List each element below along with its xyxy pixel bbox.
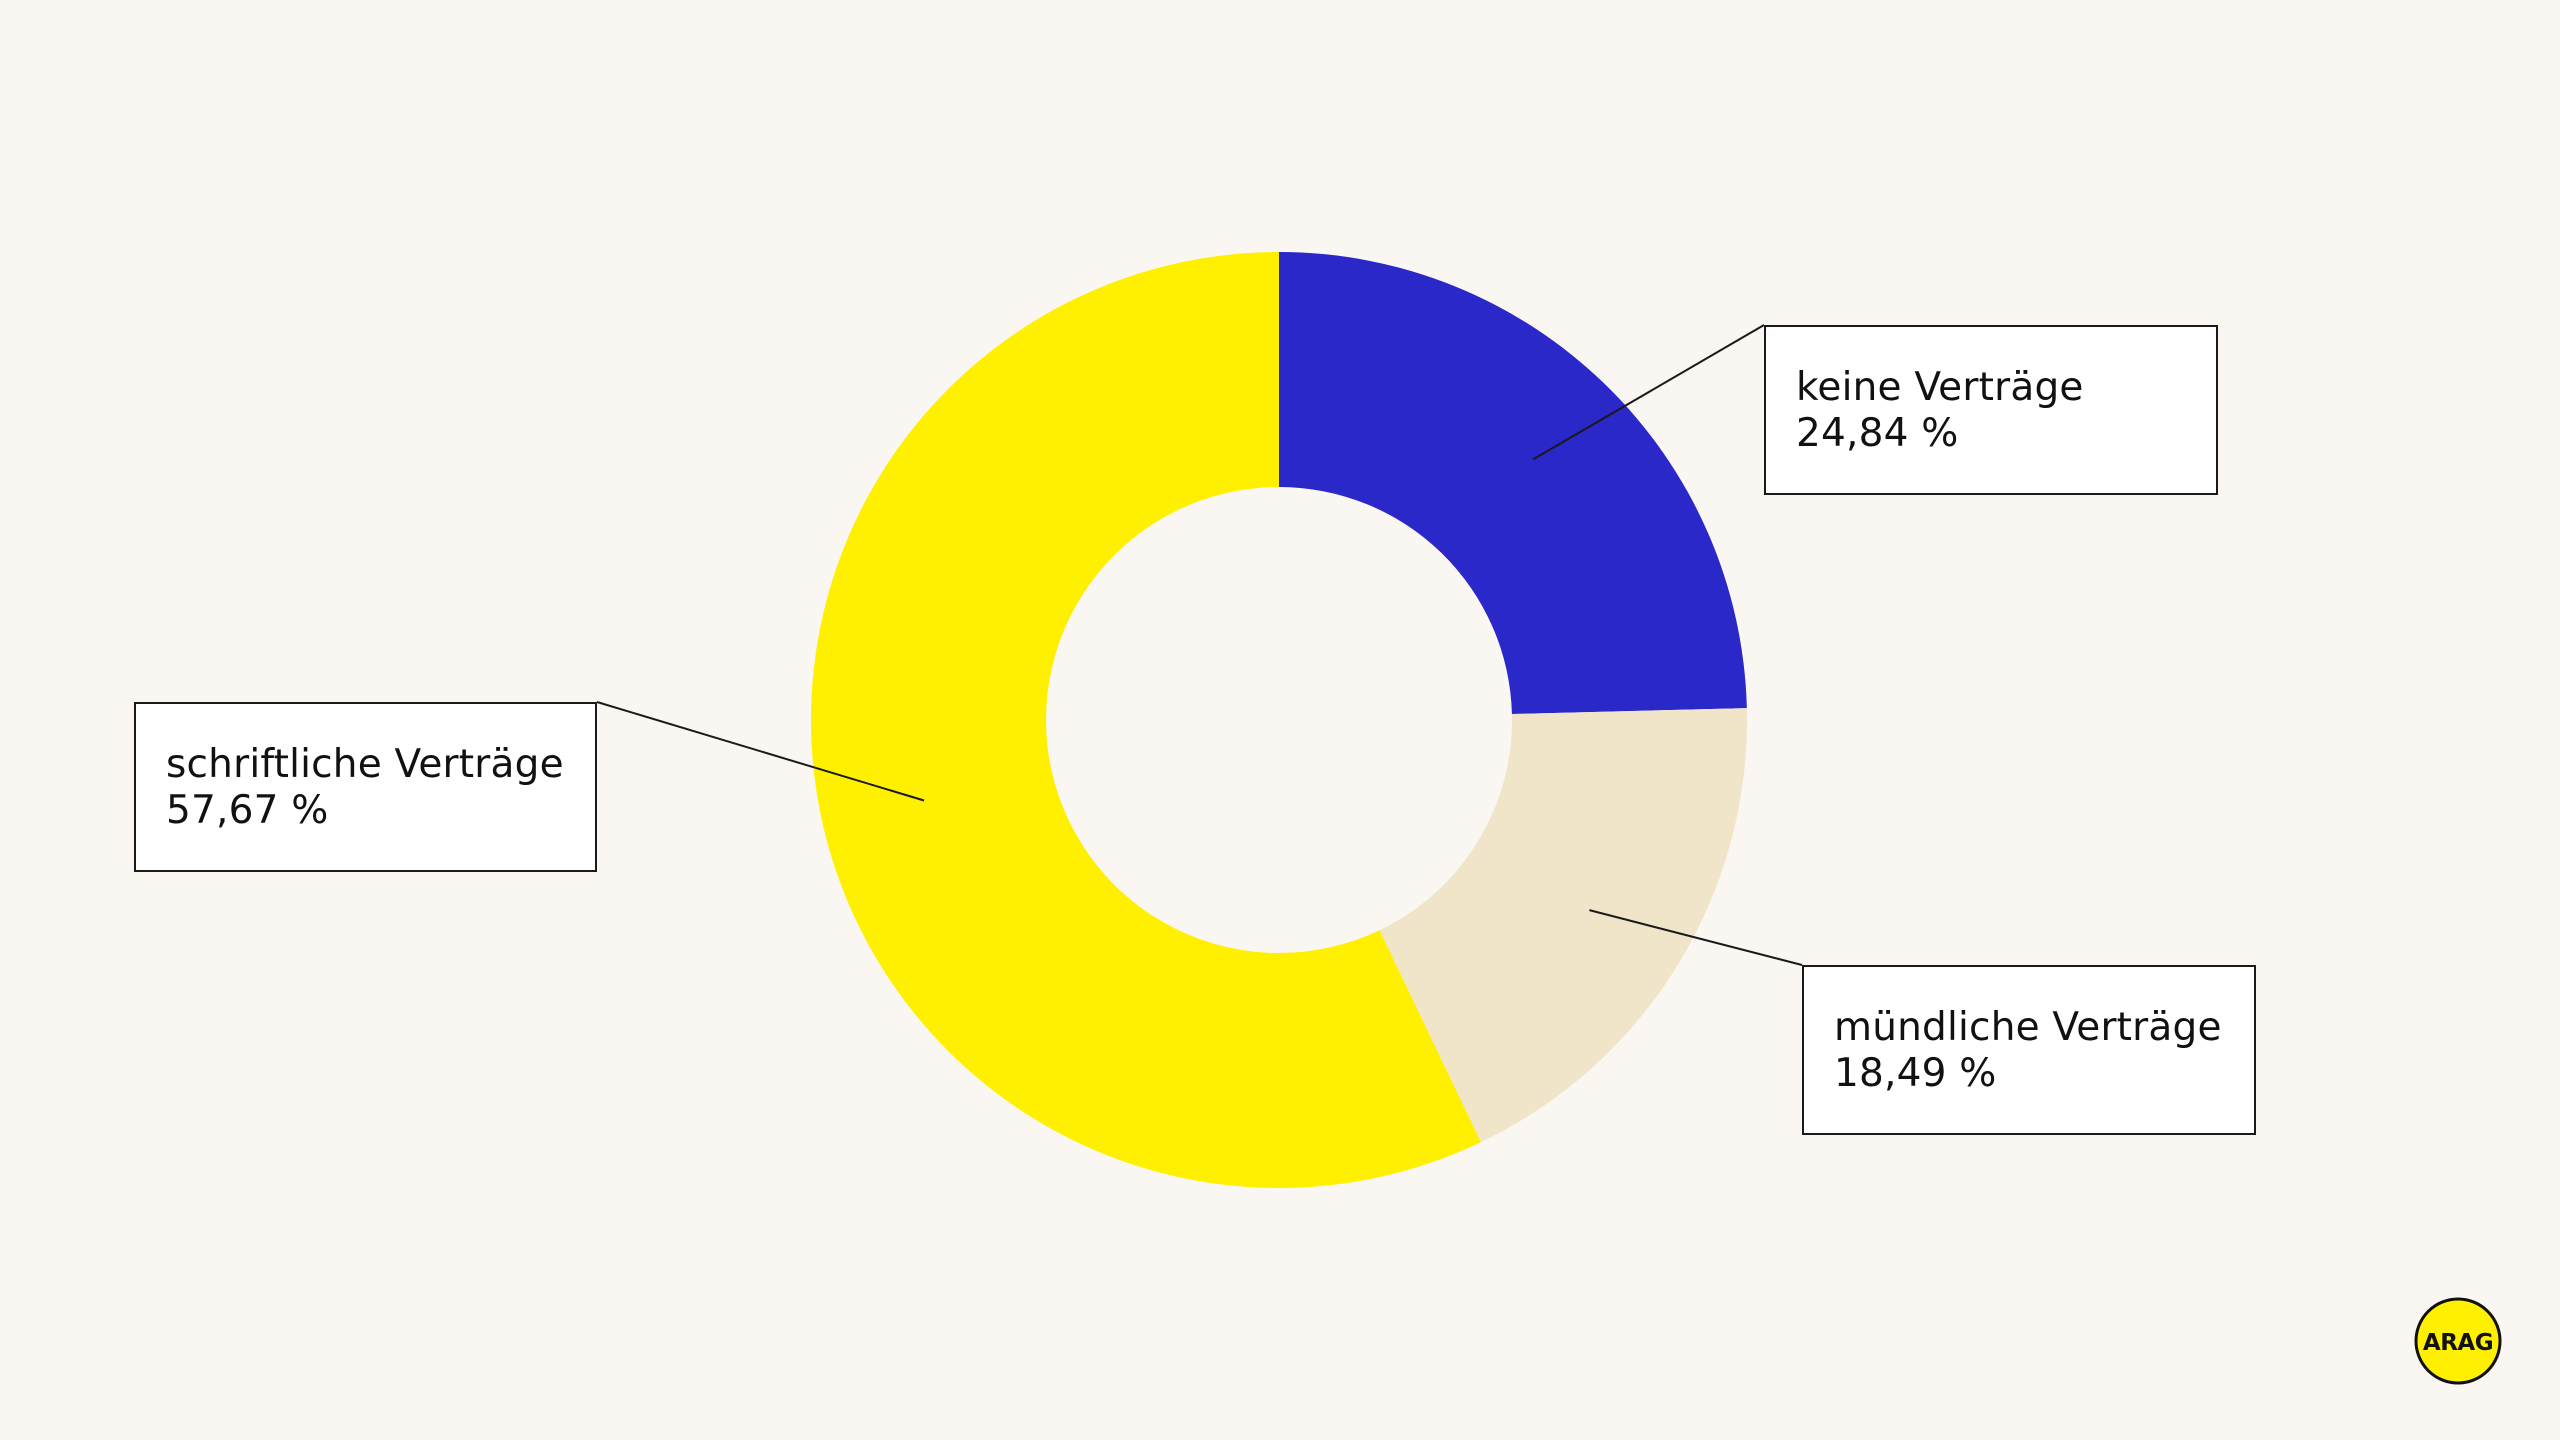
donut-slice-2 (811, 252, 1481, 1188)
logo-text: ARAG (2423, 1330, 2493, 1356)
slice-value: 57,67 % (166, 788, 329, 833)
arag-logo: ARAG (2414, 1297, 2502, 1385)
callout-muendliche-vertraege: mündliche Verträge 18,49 % (1802, 965, 2256, 1135)
donut-slice-1 (1379, 708, 1747, 1143)
slice-label: schriftliche Verträge (166, 742, 564, 787)
slice-label: mündliche Verträge (1834, 1005, 2222, 1050)
slice-value: 24,84 % (1796, 411, 1959, 456)
donut-slice-0 (1279, 252, 1747, 715)
leader-line-1 (1589, 909, 1803, 966)
logo-badge (2414, 1297, 2502, 1385)
slice-value: 18,49 % (1834, 1051, 1997, 1096)
callout-schriftliche-vertraege: schriftliche Verträge 57,67 % (134, 702, 597, 872)
leader-line-0 (1532, 324, 1765, 461)
leader-line-2 (596, 701, 925, 802)
slice-label: keine Verträge (1796, 365, 2084, 410)
callout-keine-vertraege: keine Verträge 24,84 % (1764, 325, 2218, 495)
